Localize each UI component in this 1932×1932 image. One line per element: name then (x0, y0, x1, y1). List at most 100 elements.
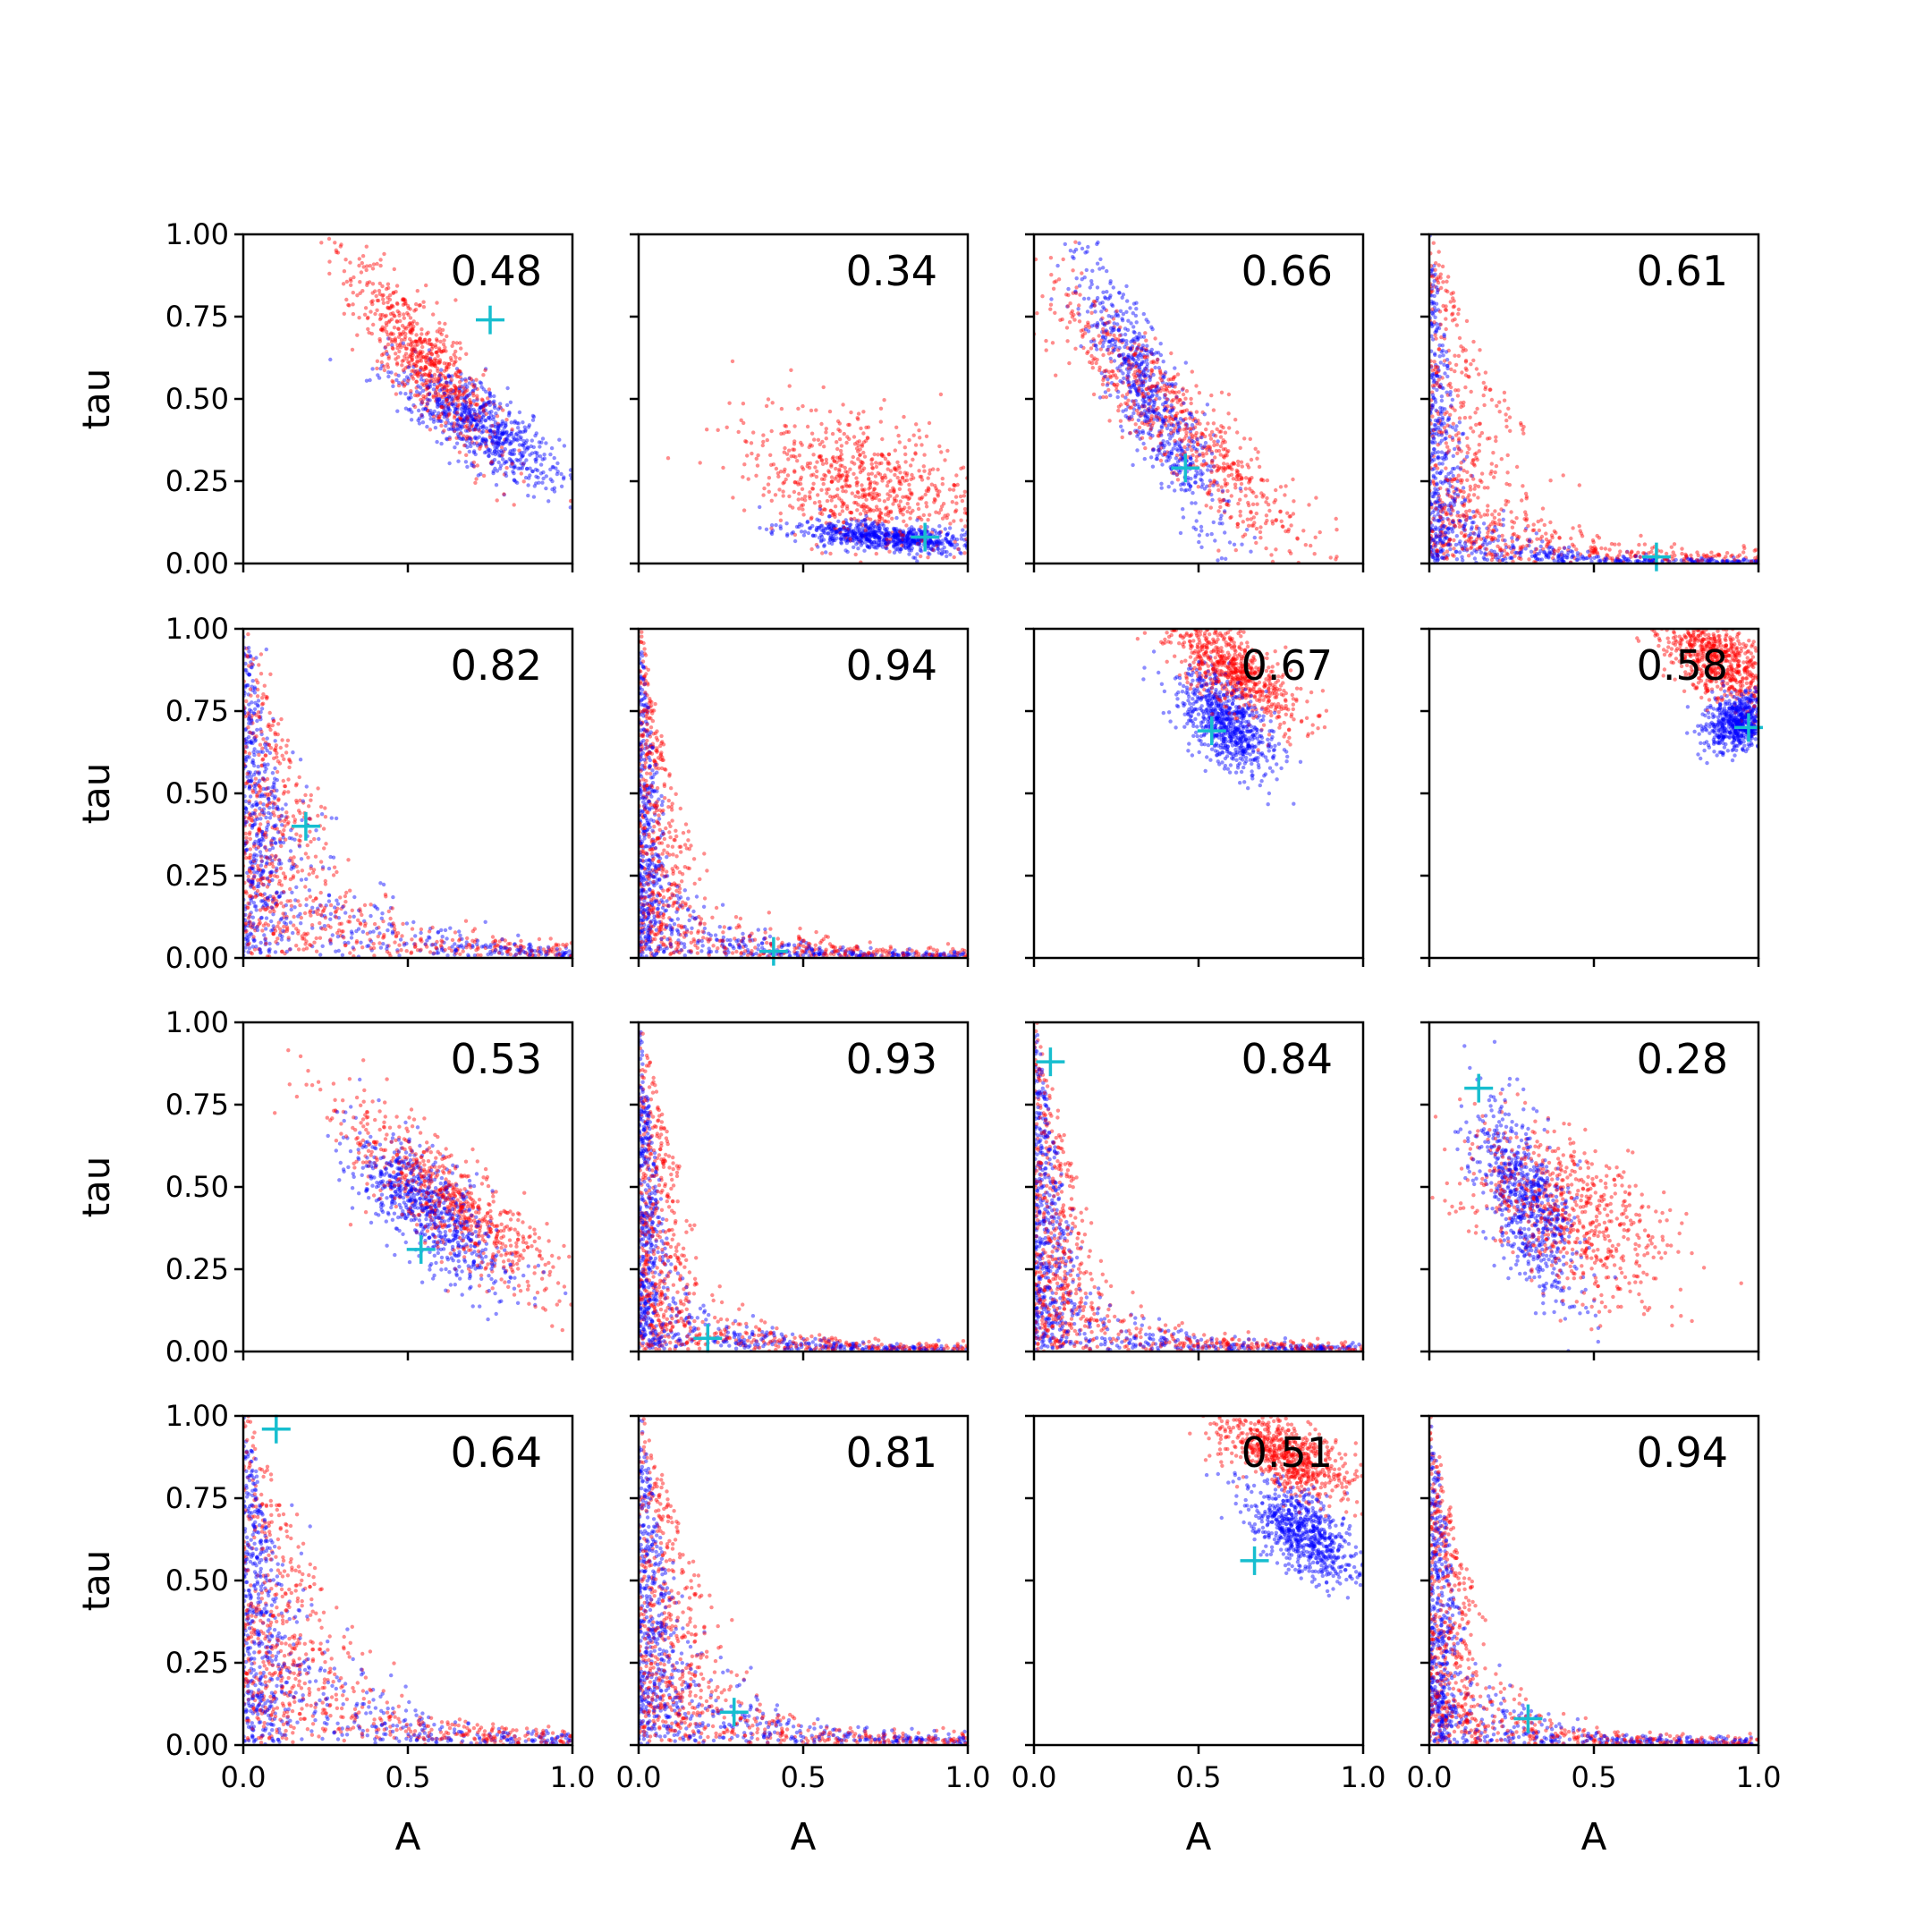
point-blue (1108, 279, 1113, 284)
point-red (360, 289, 365, 293)
point-red (1554, 530, 1558, 535)
point-blue (843, 528, 847, 532)
point-blue (500, 450, 504, 454)
point-blue (1462, 528, 1467, 533)
point-red (874, 464, 879, 470)
point-blue (513, 479, 518, 484)
point-red (892, 487, 896, 492)
point-blue (442, 406, 446, 411)
point-blue (1510, 555, 1514, 561)
point-red (1434, 534, 1439, 538)
point-blue (495, 445, 499, 449)
point-blue (828, 526, 834, 530)
point-red (392, 267, 396, 272)
point-blue (1131, 337, 1136, 342)
point-red (415, 360, 419, 365)
point-blue (493, 452, 498, 457)
point-blue (821, 530, 826, 535)
point-blue (517, 429, 521, 434)
point-red (905, 509, 910, 514)
point-blue (1431, 395, 1436, 400)
point-red (1172, 470, 1177, 475)
point-blue (1082, 275, 1087, 280)
point-blue (900, 534, 905, 538)
point-red (842, 520, 846, 525)
point-red (943, 458, 947, 462)
point-blue (446, 427, 451, 432)
point-red (394, 290, 398, 294)
point-blue (457, 424, 462, 429)
point-red (862, 505, 867, 510)
point-red (419, 355, 424, 360)
point-blue (1196, 471, 1200, 476)
point-red (1557, 547, 1562, 551)
point-blue (1438, 470, 1443, 476)
point-red (779, 406, 784, 411)
point-red (788, 504, 792, 508)
point-blue (520, 453, 525, 458)
point-blue (452, 429, 457, 434)
point-red (366, 326, 370, 332)
point-blue (919, 530, 923, 534)
point-red (784, 429, 789, 435)
point-red (1140, 404, 1145, 409)
point-blue (471, 450, 477, 455)
point-blue (1089, 324, 1095, 328)
point-blue (893, 527, 897, 531)
point-red (809, 515, 814, 520)
point-blue (533, 457, 538, 462)
point-blue (484, 438, 488, 444)
point-blue (531, 414, 537, 419)
point-red (945, 513, 950, 517)
point-blue (1164, 459, 1169, 463)
point-blue (460, 384, 464, 389)
point-blue (1116, 327, 1121, 333)
point-blue (1431, 475, 1436, 479)
point-blue (489, 436, 494, 441)
point-blue (860, 541, 865, 546)
point-blue (871, 523, 877, 529)
point-red (1111, 369, 1115, 374)
point-blue (895, 529, 901, 534)
point-red (843, 470, 848, 474)
point-red (877, 507, 882, 512)
point-red (819, 458, 825, 463)
point-blue (427, 348, 432, 352)
point-blue (1120, 317, 1124, 321)
point-red (429, 346, 434, 352)
point-red (408, 321, 412, 326)
point-red (1171, 375, 1176, 380)
point-red (1048, 307, 1053, 311)
point-red (410, 341, 414, 345)
point-blue (1162, 408, 1166, 412)
point-red (445, 397, 449, 402)
point-red (442, 361, 446, 366)
point-blue (1199, 469, 1203, 473)
point-blue (493, 449, 497, 453)
point-red (1141, 372, 1147, 377)
point-blue (471, 399, 476, 403)
point-red (481, 373, 486, 377)
point-blue (935, 539, 940, 544)
point-red (1572, 544, 1576, 548)
point-red (938, 507, 944, 513)
point-red (1279, 519, 1284, 523)
point-blue (1597, 559, 1603, 564)
point-red (1447, 521, 1453, 526)
point-red (1496, 521, 1501, 527)
point-red (479, 397, 485, 402)
point-blue (884, 530, 889, 535)
point-blue (439, 419, 444, 424)
point-red (840, 457, 844, 462)
point-red (809, 547, 814, 552)
point-red (1479, 471, 1485, 476)
point-blue (1140, 379, 1144, 385)
point-red (1196, 485, 1201, 489)
point-blue (515, 420, 520, 426)
point-blue (1167, 455, 1173, 460)
point-red (465, 426, 470, 430)
point-red (1140, 436, 1145, 440)
point-red (480, 398, 485, 402)
point-blue (894, 540, 898, 545)
point-red (462, 392, 466, 396)
